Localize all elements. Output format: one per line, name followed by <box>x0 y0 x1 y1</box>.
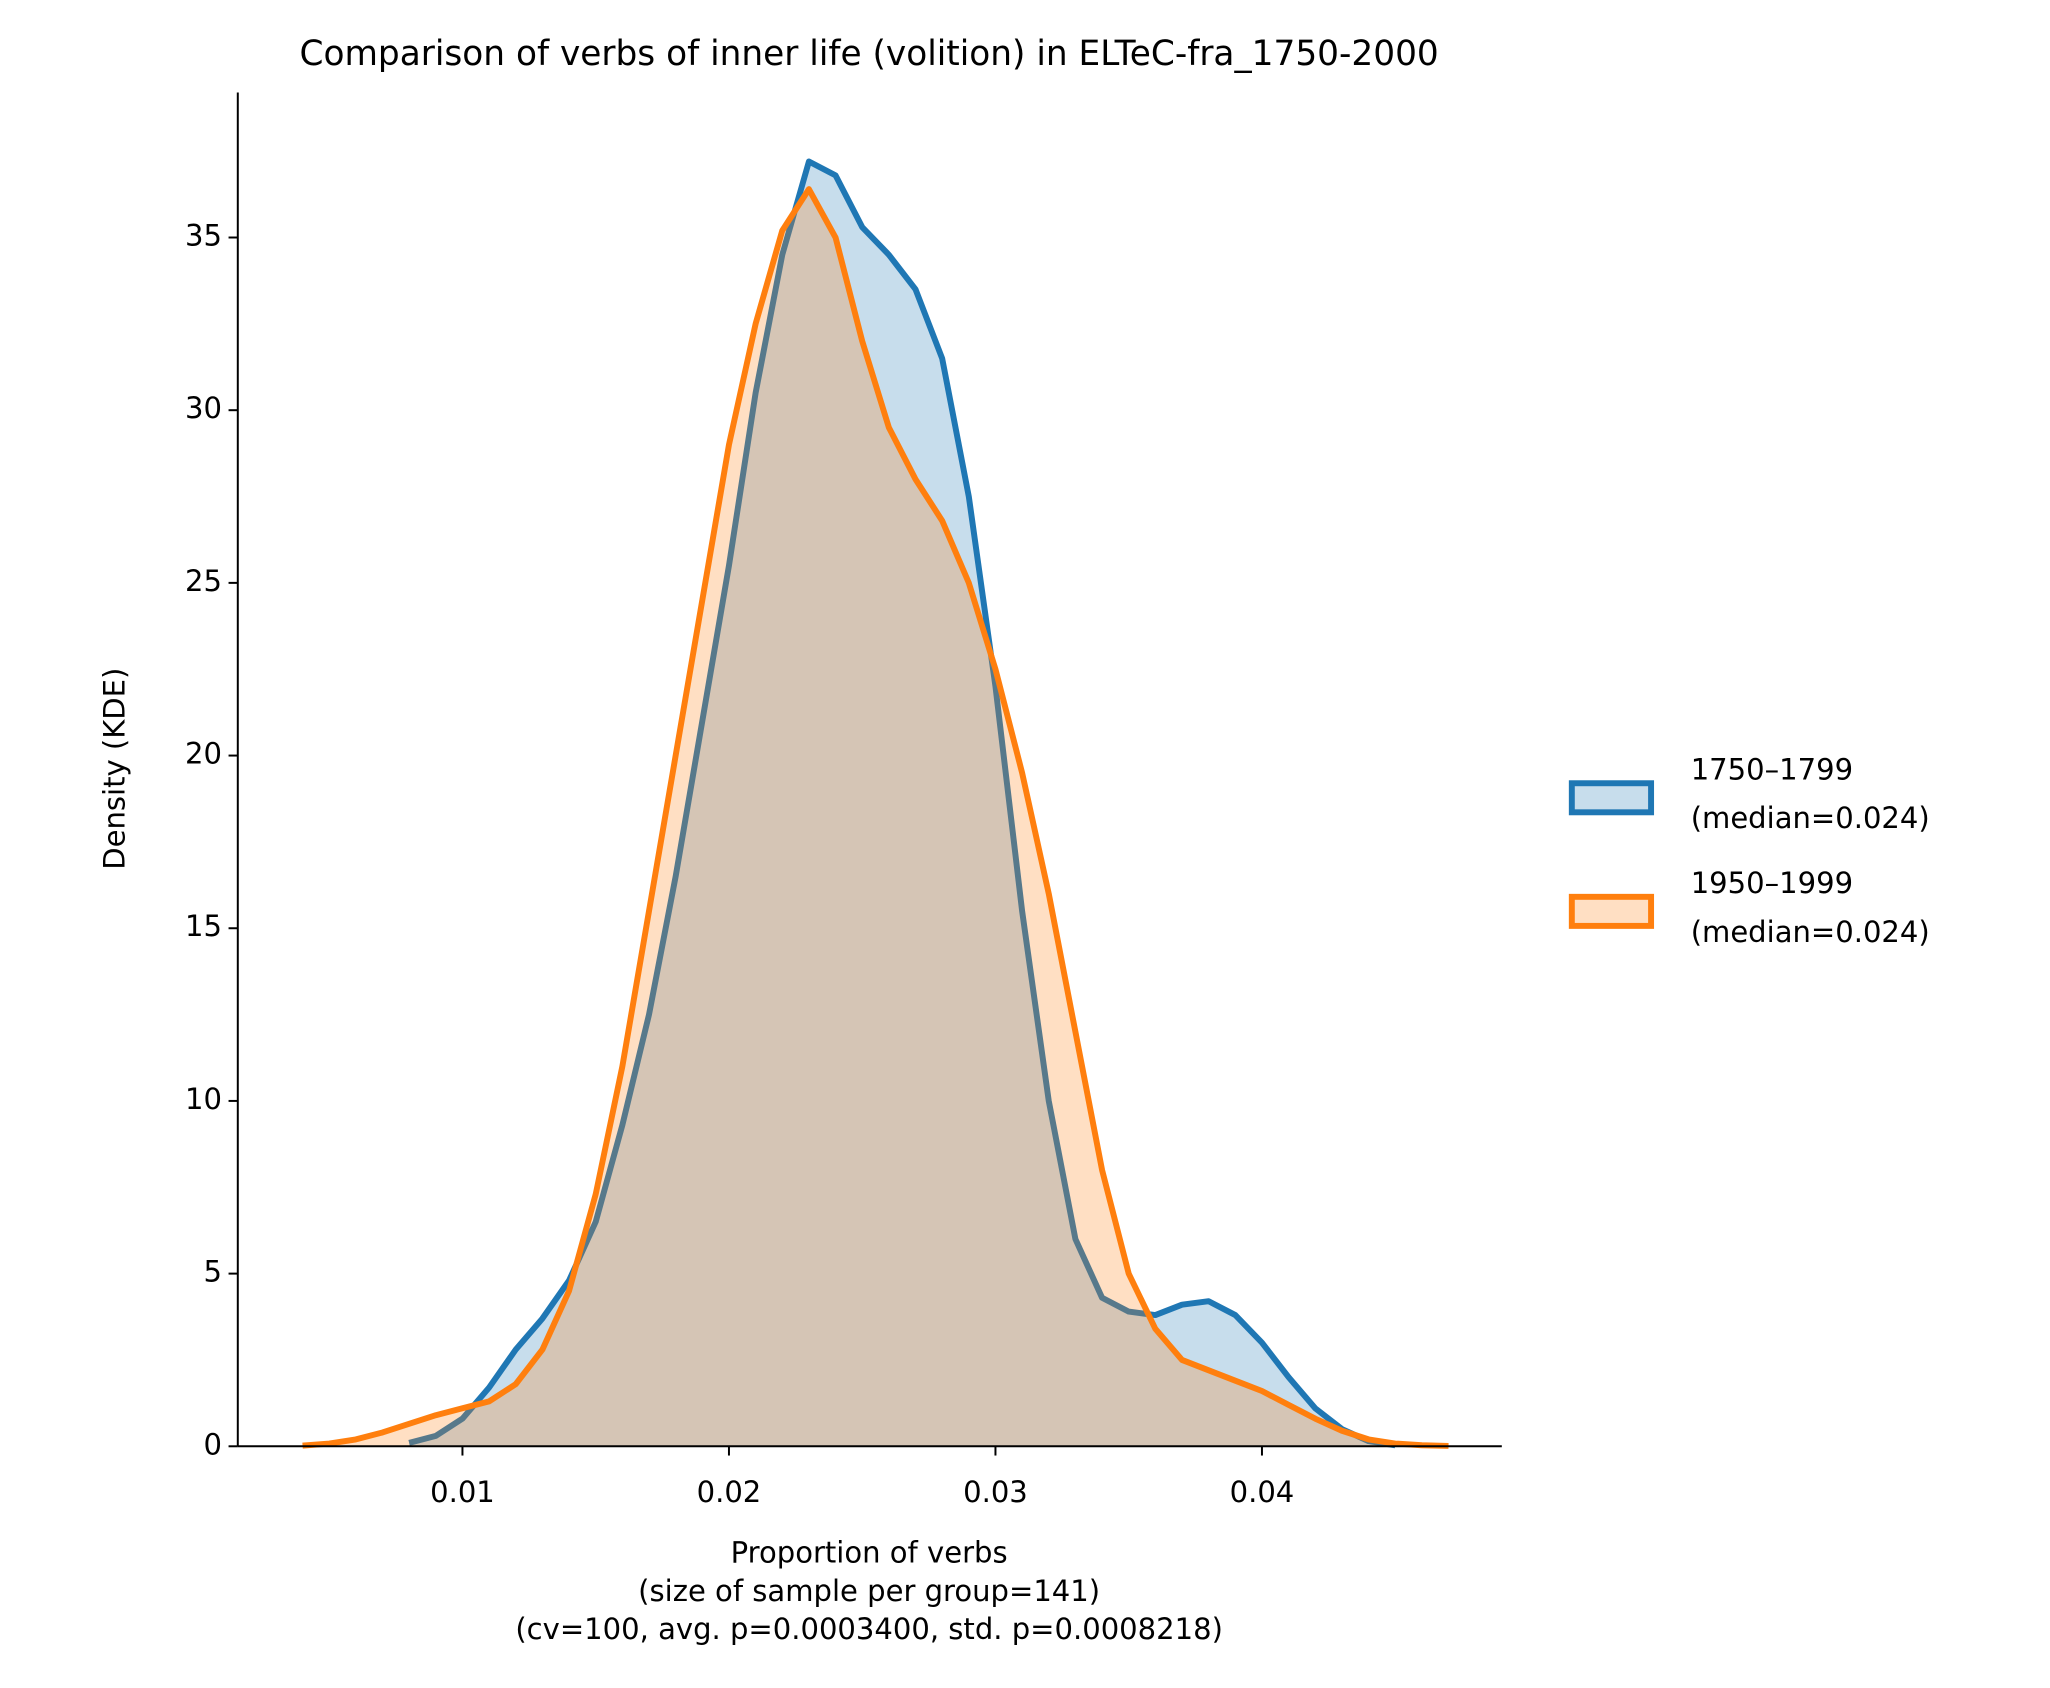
y-tick-label: 15 <box>185 909 222 943</box>
x-axis-label: (cv=100, avg. p=0.0003400, std. p=0.0008… <box>515 1612 1223 1646</box>
y-tick-label: 25 <box>185 564 222 598</box>
legend-label: 1750–1799 <box>1691 752 1853 786</box>
density-line <box>302 186 1449 1449</box>
x-axis-label: (size of sample per group=141) <box>638 1574 1100 1608</box>
y-tick-label: 10 <box>185 1082 222 1116</box>
y-tick-label: 0 <box>203 1427 221 1461</box>
y-tick-label: 20 <box>185 737 222 771</box>
chart-title: Comparison of verbs of inner life (volit… <box>300 34 1439 74</box>
y-axis-label: Density (KDE) <box>97 668 131 870</box>
legend-label: (median=0.024) <box>1691 801 1930 835</box>
density-area <box>302 189 1449 1447</box>
x-tick-label: 0.02 <box>697 1475 762 1509</box>
legend-label: 1950–1999 <box>1691 866 1853 900</box>
x-tick-label: 0.03 <box>963 1475 1028 1509</box>
density-area <box>409 161 1396 1447</box>
x-axis-label: Proportion of verbs <box>731 1536 1008 1570</box>
legend-swatch <box>1568 780 1655 816</box>
y-tick-label: 5 <box>203 1255 221 1289</box>
y-tick-label: 35 <box>185 219 222 253</box>
x-tick-label: 0.04 <box>1230 1475 1295 1509</box>
legend-swatch <box>1568 893 1655 929</box>
x-tick-label: 0.01 <box>430 1475 495 1509</box>
legend-label: (median=0.024) <box>1691 915 1930 949</box>
y-tick-label: 30 <box>185 391 222 425</box>
